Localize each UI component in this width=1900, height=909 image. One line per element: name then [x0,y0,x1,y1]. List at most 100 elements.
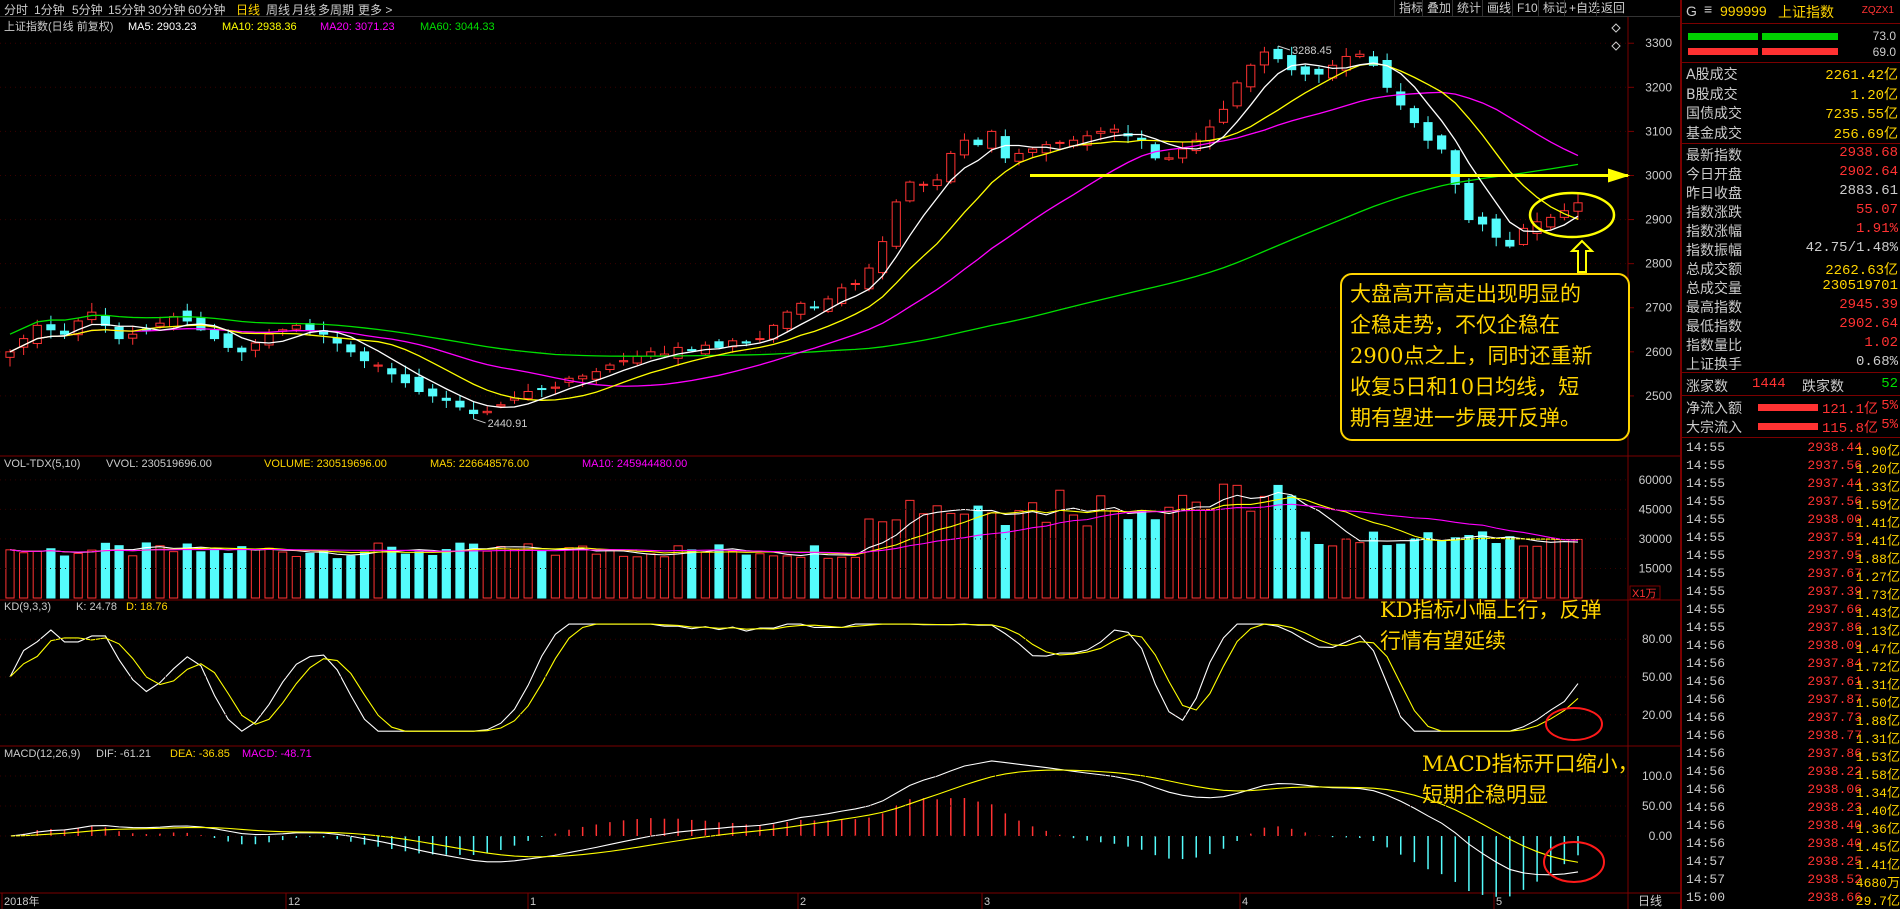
kd-highlight-ellipse [1545,707,1603,741]
volume-bar [1341,538,1351,599]
toolbar-button-5[interactable]: 标记 [1538,0,1571,16]
up-count: 1444 [1752,376,1786,392]
vol-title: VOL-TDX(5,10) [4,458,80,470]
support-arrow [1608,168,1630,183]
candle [155,316,165,329]
ytick-label: 2600 [1645,345,1672,359]
macd-ytick-label: 100.0 [1642,769,1672,783]
tick-row: 14:55 2937.56 1.59亿 [1682,494,1900,513]
candle-body [209,329,220,340]
candle [1355,50,1365,59]
xaxis-label: 2 [800,896,806,908]
period-tab-10[interactable]: 更多 > [358,3,393,17]
volume-bar [250,549,261,599]
vol-vvol: VVOL: 230519696.00 [106,458,212,470]
candle-body [346,344,356,353]
xaxis-label: 4 [1242,896,1248,908]
candle-body [673,346,683,359]
candle-body [1259,51,1269,66]
candle-body [946,152,956,183]
period-tab-0[interactable]: 分时 [4,3,29,17]
volume-bar [59,555,70,599]
period-tab-6[interactable]: 日线 [236,3,261,17]
tick-row: 14:56 2938.40 1.45亿 [1682,836,1900,855]
menu-icon[interactable]: ≡ [1704,1,1713,17]
tick-amount: 1.40亿 [1855,804,1900,819]
kd-ytick-label: 50.00 [1642,670,1672,684]
candle-body [1355,53,1365,58]
volume-bar [278,551,288,599]
tick-row: 14:56 2937.86 1.53亿 [1682,746,1900,765]
candle-body [782,311,792,329]
tick-time: 14:56 [1686,782,1726,797]
volume-bar [796,556,806,599]
toolbar-button-2[interactable]: 统计 [1452,0,1485,16]
candle-body [850,282,860,285]
volume-bar [1573,538,1583,599]
tick-row: 14:55 2937.66 1.43亿 [1682,602,1900,621]
period-tab-7[interactable]: 周线 [266,3,291,17]
period-tab-8[interactable]: 月线 [292,3,317,17]
period-tab-4[interactable]: 30分钟 [148,3,186,17]
index-stat-label: 最新指数 [1686,148,1742,164]
candle [796,301,806,320]
flow-bar [1758,423,1818,430]
toolbar-button-3[interactable]: 画线 [1482,0,1515,16]
volume-bar [87,549,97,599]
volume-bar [768,555,779,599]
candle-body [605,364,615,371]
volume-bar [400,553,410,599]
kd-k: K: 24.78 [76,601,117,613]
kline-chart[interactable]: 3300 3200 3100 3000 2900 2800 2700 2600 2500 3288… [0,17,1680,909]
ytick-label: 3200 [1645,80,1672,94]
volume-bar [1287,495,1297,599]
candle-body [496,404,506,407]
toolbar-button-6[interactable]: +自选 [1564,0,1604,16]
period-tab-9[interactable]: 多周期 [318,3,355,17]
volume-bar [264,547,274,599]
toolbar-button-7[interactable]: 返回 [1596,0,1629,16]
up-label: 涨家数 [1686,379,1728,395]
volume-bar [1423,532,1433,599]
candle [959,133,970,159]
candle [905,180,915,203]
ytick-label: 3100 [1645,124,1672,138]
candle [1082,130,1092,151]
low-label: 2440.91 [488,418,528,430]
tick-amount: 1.43亿 [1855,606,1900,621]
toolbar-button-1[interactable]: 叠加 [1422,0,1455,16]
index-stat-value: 2902.64 [1839,316,1898,332]
index-stat-row: 指数量比 1.02 [1682,335,1900,354]
tick-amount: 1.73亿 [1855,588,1900,603]
high-label: 3288.45 [1292,45,1332,57]
candle-body [1273,48,1283,60]
candle-body [1028,148,1038,153]
candle-body [1218,108,1229,123]
volume-bar [1055,489,1065,599]
candle-body [428,388,438,397]
flow-row: 净流入额 121.1亿 5% [1682,398,1900,418]
candle [237,345,247,361]
candle-body [155,322,165,327]
period-tab-2[interactable]: 5分钟 [72,3,103,17]
vol-ma5: MA5: 226648576.00 [430,458,529,470]
ma60-line [9,163,1579,357]
candle-body [291,324,301,330]
tick-price: 2938.23 [1807,800,1862,815]
kd-title: KD(9,3,3) [4,601,51,613]
toolbar-button-0[interactable]: 指标 [1394,0,1427,16]
volume-bar [946,512,956,599]
candle-body [400,374,410,384]
candle [441,390,451,408]
tick-price: 2938.25 [1807,854,1862,869]
period-tab-1[interactable]: 1分钟 [34,3,65,17]
candle-body [1014,152,1024,162]
tick-price: 2938.66 [1807,890,1862,905]
period-tab-5[interactable]: 60分钟 [188,3,226,17]
toolbar-button-4[interactable]: F10 [1512,0,1542,16]
tick-row: 14:56 2937.84 1.72亿 [1682,656,1900,675]
period-tab-3[interactable]: 15分钟 [108,3,146,17]
volume-bar [373,542,383,599]
candle [1573,193,1583,220]
flow-value: 115.8亿 [1822,421,1879,437]
